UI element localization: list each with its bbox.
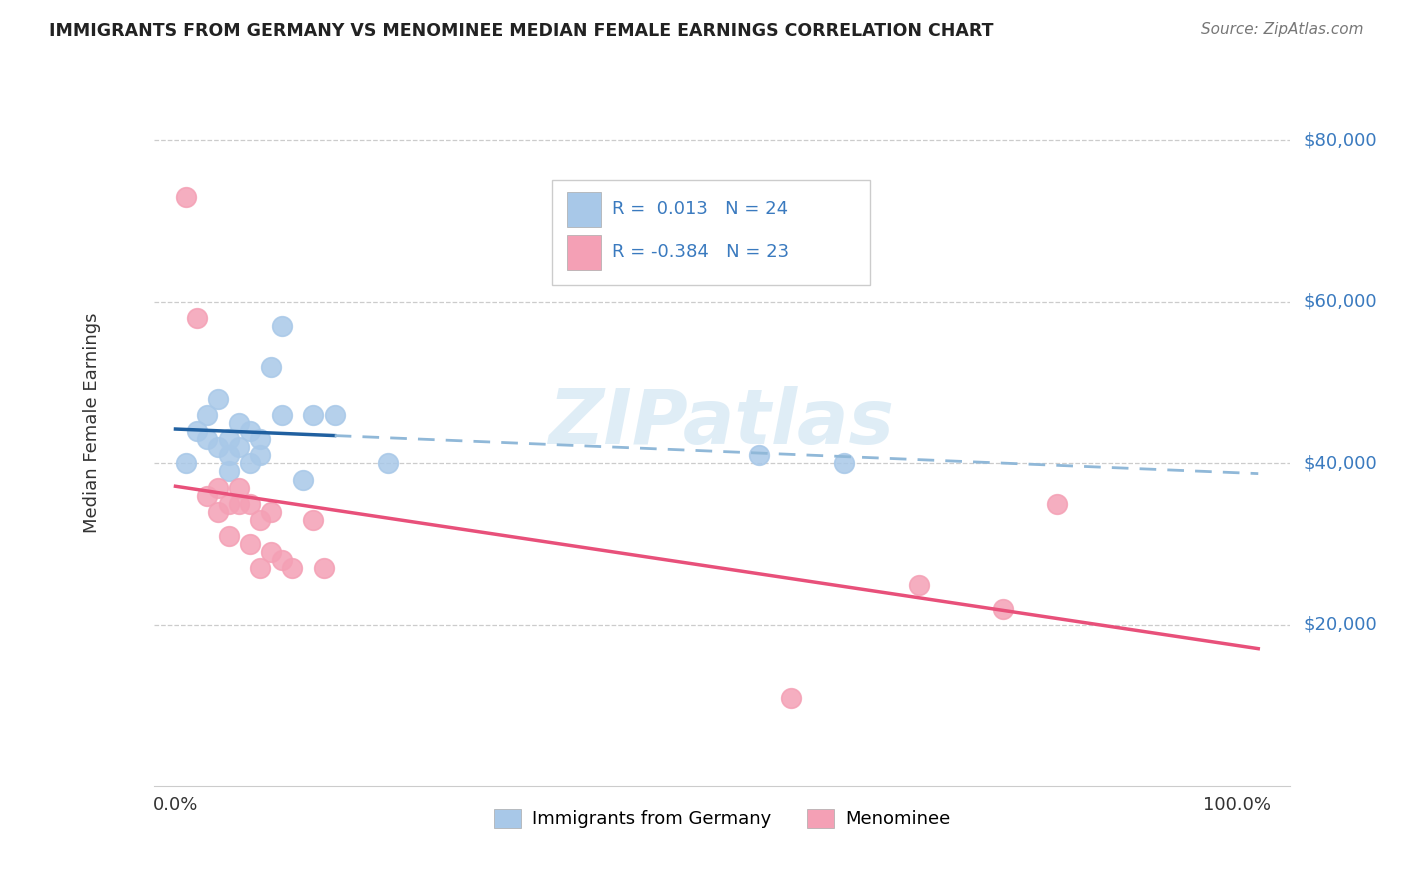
FancyBboxPatch shape xyxy=(567,235,600,269)
Point xyxy=(195,432,218,446)
Point xyxy=(174,190,197,204)
Point xyxy=(239,497,262,511)
Point xyxy=(323,408,346,422)
Point xyxy=(207,392,229,406)
Point xyxy=(377,457,399,471)
Point xyxy=(228,481,250,495)
Point xyxy=(748,448,770,462)
Point xyxy=(249,432,271,446)
Point xyxy=(186,311,208,326)
FancyBboxPatch shape xyxy=(551,179,870,285)
Point xyxy=(249,448,271,462)
Text: $20,000: $20,000 xyxy=(1303,616,1378,634)
Text: R = -0.384   N = 23: R = -0.384 N = 23 xyxy=(612,244,789,261)
Point xyxy=(207,505,229,519)
Text: IMMIGRANTS FROM GERMANY VS MENOMINEE MEDIAN FEMALE EARNINGS CORRELATION CHART: IMMIGRANTS FROM GERMANY VS MENOMINEE MED… xyxy=(49,22,994,40)
Point xyxy=(1045,497,1067,511)
Point xyxy=(207,481,229,495)
Text: Median Female Earnings: Median Female Earnings xyxy=(83,313,101,533)
Point xyxy=(312,561,335,575)
Point xyxy=(218,529,240,543)
Text: $40,000: $40,000 xyxy=(1303,454,1378,473)
Point xyxy=(174,457,197,471)
Point xyxy=(260,505,283,519)
Point xyxy=(218,497,240,511)
Point xyxy=(907,577,929,591)
Point xyxy=(270,553,292,567)
Point xyxy=(195,489,218,503)
FancyBboxPatch shape xyxy=(567,192,600,227)
Point xyxy=(228,416,250,430)
Point xyxy=(780,690,803,705)
Point xyxy=(195,408,218,422)
Point xyxy=(832,457,855,471)
Text: $80,000: $80,000 xyxy=(1303,131,1378,149)
Point xyxy=(291,473,314,487)
Point xyxy=(270,408,292,422)
Point xyxy=(260,359,283,374)
Text: R =  0.013   N = 24: R = 0.013 N = 24 xyxy=(612,201,789,219)
Point xyxy=(218,432,240,446)
Point xyxy=(218,448,240,462)
Text: Source: ZipAtlas.com: Source: ZipAtlas.com xyxy=(1201,22,1364,37)
Point xyxy=(186,424,208,438)
Point xyxy=(218,465,240,479)
Legend: Immigrants from Germany, Menominee: Immigrants from Germany, Menominee xyxy=(486,802,957,836)
Point xyxy=(239,537,262,551)
Point xyxy=(239,424,262,438)
Point xyxy=(207,440,229,454)
Text: $60,000: $60,000 xyxy=(1303,293,1378,311)
Point xyxy=(228,440,250,454)
Point xyxy=(228,497,250,511)
Point xyxy=(302,513,325,527)
Point xyxy=(249,513,271,527)
Point xyxy=(302,408,325,422)
Point xyxy=(270,319,292,334)
Text: ZIPatlas: ZIPatlas xyxy=(550,386,896,460)
Point xyxy=(260,545,283,559)
Point xyxy=(993,602,1015,616)
Point xyxy=(249,561,271,575)
Point xyxy=(281,561,304,575)
Point xyxy=(239,457,262,471)
